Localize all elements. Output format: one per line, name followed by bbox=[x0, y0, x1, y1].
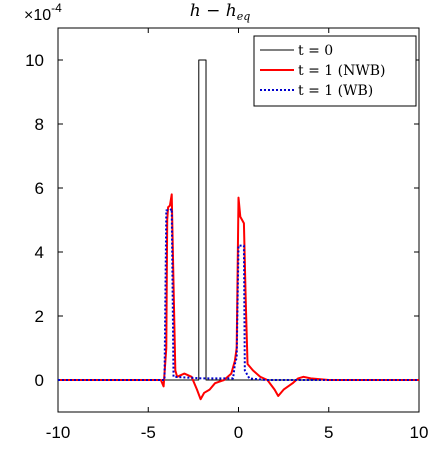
x-tick-label: -10 bbox=[46, 423, 71, 442]
chart-title-main: h − h bbox=[190, 1, 237, 21]
y-tick-label: 6 bbox=[35, 179, 44, 198]
y-exponent-base: ×10 bbox=[24, 7, 51, 24]
x-tick-label: 5 bbox=[324, 423, 333, 442]
series-line-2 bbox=[58, 207, 419, 381]
y-tick-label: 8 bbox=[35, 115, 44, 134]
x-tick-label: 0 bbox=[234, 423, 243, 442]
y-exponent-label: ×10-4 bbox=[24, 1, 62, 24]
legend: t = 0 t = 1 (NWB) t = 1 (WB) bbox=[253, 35, 417, 107]
series-layer bbox=[58, 59, 419, 401]
chart-title-sub: eq bbox=[237, 10, 251, 23]
y-tick-label: 10 bbox=[25, 51, 44, 70]
legend-entry: t = 1 (WB) bbox=[298, 83, 373, 99]
legend-entry: t = 0 bbox=[298, 43, 333, 59]
x-tick-label: 10 bbox=[410, 423, 429, 442]
y-tick-label: 0 bbox=[35, 371, 44, 390]
chart-title: h − heq bbox=[190, 1, 251, 23]
y-tick-label: 4 bbox=[35, 243, 44, 262]
y-exponent-power: -4 bbox=[51, 1, 62, 15]
x-tick-label: -5 bbox=[141, 423, 156, 442]
series-line-0 bbox=[58, 59, 419, 381]
legend-entry: t = 1 (NWB) bbox=[298, 63, 385, 79]
series-line-1 bbox=[58, 193, 419, 401]
y-tick-label: 2 bbox=[35, 307, 44, 326]
axis-tick-labels: -10 -5 0 5 10 0 2 4 6 8 10 bbox=[25, 51, 428, 442]
